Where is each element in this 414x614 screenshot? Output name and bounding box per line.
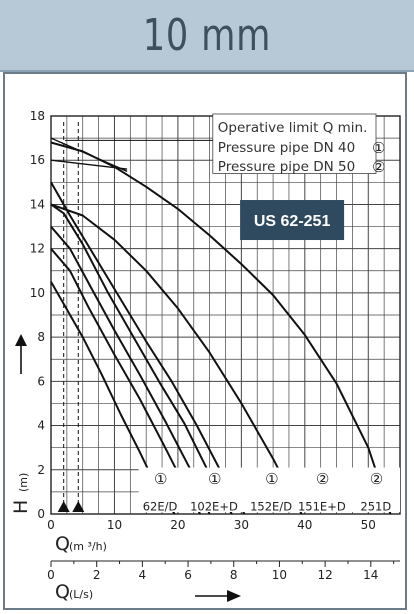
y-tick-label: 14	[30, 197, 45, 211]
legend-label: Operative limit Q min.	[218, 120, 368, 136]
x-axis-unit: (m ³/h)	[69, 540, 107, 553]
legend-label: Pressure pipe DN 50	[218, 159, 355, 175]
x2-axis-label: Q	[55, 581, 70, 603]
x-tick-label: 30	[234, 518, 249, 532]
x-axis-arrowhead	[227, 590, 241, 602]
q-min-marker	[72, 501, 85, 512]
header-bar: 10 mm	[0, 0, 414, 72]
curve-label: 251D	[360, 500, 391, 514]
x2-tick-label: 2	[93, 568, 101, 582]
y-tick-label: 6	[37, 374, 45, 388]
y-axis-arrowhead	[15, 334, 27, 346]
pump-curve-151E+D	[50, 203, 303, 515]
x-tick-label: 50	[361, 518, 376, 532]
x2-tick-label: 14	[363, 568, 378, 582]
pump-curve-102E+D	[50, 225, 211, 515]
pump-curve-251D	[50, 141, 392, 515]
y-tick-label: 10	[30, 286, 45, 300]
x2-tick-label: 0	[47, 568, 55, 582]
model-badge	[240, 200, 345, 241]
model-badge-label: US 62-251	[254, 213, 331, 230]
curve-symbol: ①	[154, 470, 167, 488]
x2-tick-label: 12	[317, 568, 332, 582]
label-layer: ① 62E/D ① 102E+D ① 152E/D ② 151E+D ② 251D	[57, 467, 401, 514]
q-min-marker	[57, 501, 70, 512]
y-tick-label: 0	[37, 507, 45, 521]
chart-frame: Operative limit Q min. Pressure pipe DN 4…	[3, 72, 407, 610]
x2-axis-unit: (L/s)	[69, 588, 93, 601]
curve-symbol: ②	[316, 470, 329, 488]
y-tick-label: 16	[30, 153, 45, 167]
curve-layer	[50, 122, 392, 515]
x2-tick-label: 4	[139, 568, 147, 582]
legend-label: Pressure pipe DN 40	[218, 140, 355, 156]
pump-curve-152E/D	[50, 181, 246, 515]
x-tick-label: 0	[47, 518, 55, 532]
y-tick-label: 18	[30, 109, 45, 123]
curve-label: 62E/D	[143, 500, 178, 514]
curve-label: 151E+D	[298, 500, 346, 514]
y-tick-label: 8	[37, 330, 45, 344]
curve-symbol: ②	[370, 470, 383, 488]
x-axis-label: Q	[55, 533, 70, 555]
curve-label: 102E+D	[190, 500, 238, 514]
grid-layer	[50, 115, 401, 515]
legend-symbol: ②	[372, 158, 385, 176]
y-tick-label: 4	[37, 419, 45, 433]
y-tick-label: 12	[30, 242, 45, 256]
curve-label: 152E/D	[250, 500, 292, 514]
x-tick-label: 40	[297, 518, 312, 532]
y-tick-label: 2	[37, 463, 45, 477]
y-axis-unit: (m)	[17, 473, 30, 492]
pump-curve-chart: Operative limit Q min. Pressure pipe DN 4…	[10, 109, 401, 603]
page-title: 10 mm	[142, 10, 272, 61]
legend-layer: Operative limit Q min. Pressure pipe DN 4…	[64, 113, 385, 176]
pump-curve-152E/D	[50, 203, 233, 515]
legend-symbol: ①	[372, 139, 385, 157]
badge-layer: US 62-251	[240, 200, 345, 241]
curve-symbol: ①	[208, 470, 221, 488]
legend-box	[212, 113, 377, 174]
x-tick-label: 10	[107, 518, 122, 532]
y-axis-label: H	[10, 500, 32, 514]
x2-tick-label: 8	[230, 568, 238, 582]
x2-tick-label: 6	[184, 568, 192, 582]
x2-tick-label: 10	[272, 568, 287, 582]
curve-label-band	[138, 467, 401, 512]
curve-symbol: ①	[265, 470, 278, 488]
x-tick-label: 20	[170, 518, 185, 532]
